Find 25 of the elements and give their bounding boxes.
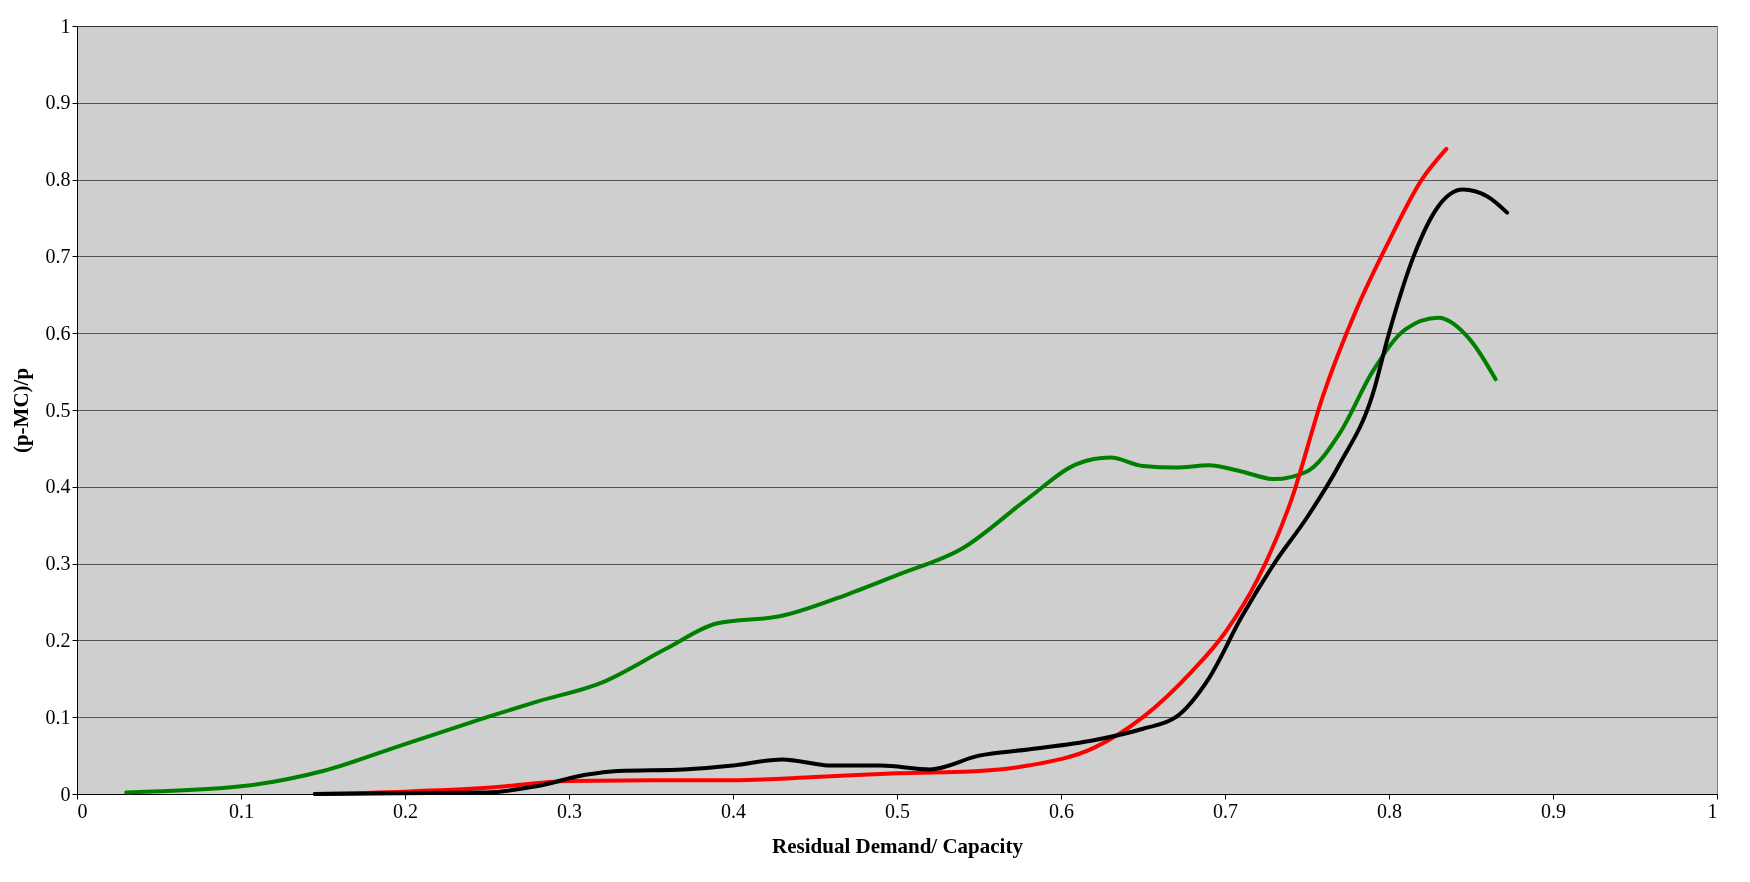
x-tick-label: 0.1 bbox=[229, 799, 254, 822]
x-tick-label: 0.7 bbox=[1213, 799, 1238, 822]
x-tick-label: 0.5 bbox=[885, 799, 910, 822]
x-tick-label: 0.8 bbox=[1377, 799, 1402, 822]
y-tick-label: 0.7 bbox=[45, 244, 71, 267]
x-tick-label: 0.9 bbox=[1541, 799, 1566, 822]
y-tick-label: 0.1 bbox=[45, 705, 71, 728]
y-tick-label: 0.6 bbox=[45, 321, 71, 344]
line-series bbox=[124, 315, 1498, 795]
x-tick-label: 0.4 bbox=[721, 799, 746, 822]
y-tick-label: 0.9 bbox=[45, 91, 71, 114]
y-tick-label: 1 bbox=[60, 14, 71, 37]
y-tick-label: 0.3 bbox=[45, 552, 71, 575]
x-tick-label: 1 bbox=[1707, 799, 1718, 822]
x-axis-title: Residual Demand/ Capacity bbox=[772, 833, 1024, 858]
y-tick-label: 0.2 bbox=[45, 628, 71, 651]
y-tick-label: 0.8 bbox=[45, 168, 71, 191]
y-tick-label: 0.4 bbox=[45, 475, 71, 498]
x-tick-label: 0.2 bbox=[393, 799, 418, 822]
x-tick-label: 0 bbox=[77, 799, 88, 822]
y-tick-label: 0 bbox=[60, 782, 71, 805]
y-axis-title: (p-MC)/p bbox=[8, 367, 33, 454]
y-tick-label: 0.5 bbox=[45, 398, 71, 421]
x-tick-label: 0.3 bbox=[557, 799, 582, 822]
x-tick-label: 0.6 bbox=[1049, 799, 1074, 822]
